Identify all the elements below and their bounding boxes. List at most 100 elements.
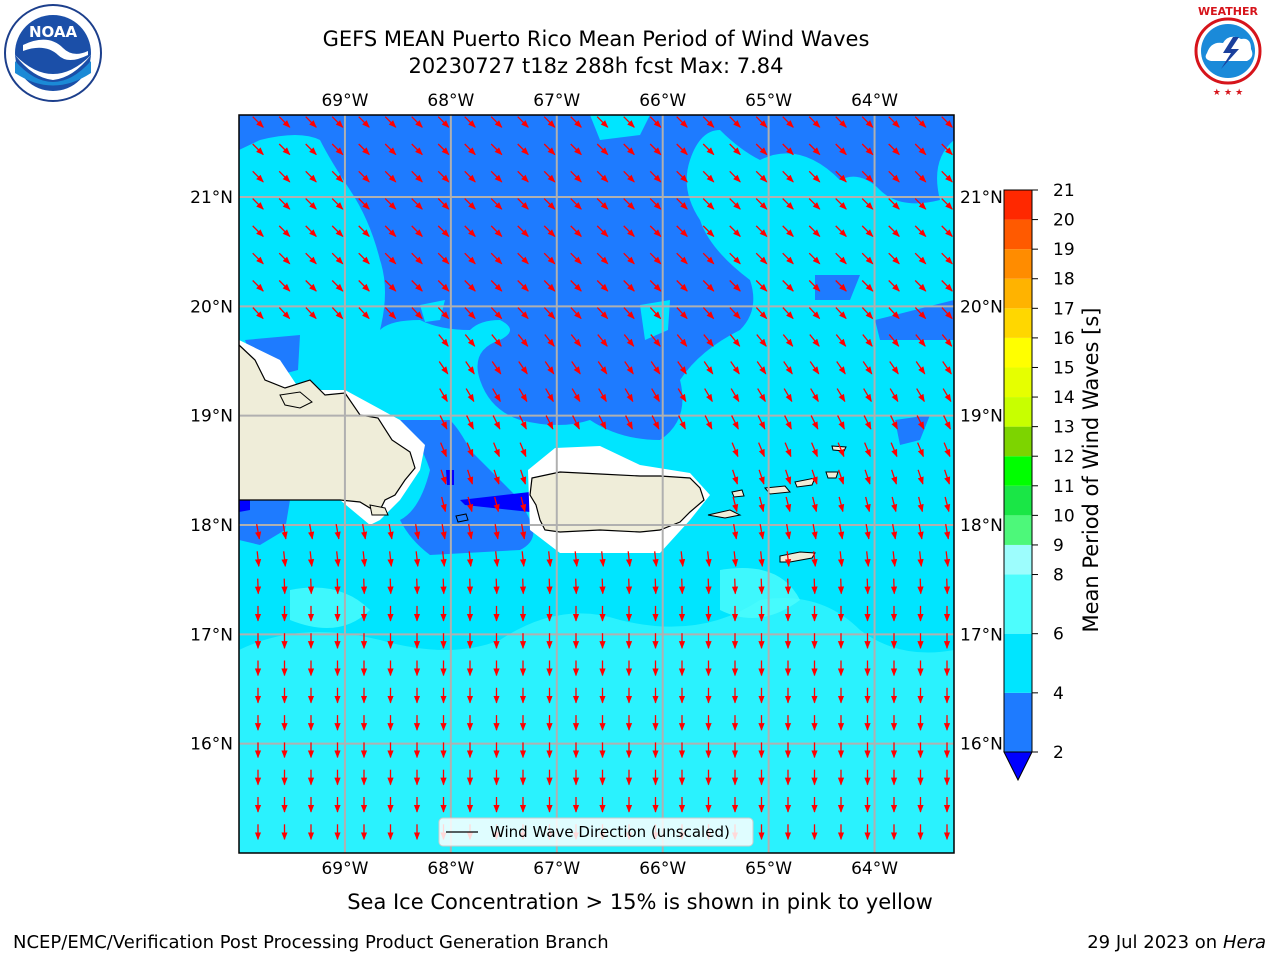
wind-arrow xyxy=(596,116,609,128)
wind-arrow xyxy=(703,361,714,375)
lat-tick-label-right: 19°N xyxy=(960,407,1003,427)
wind-arrow xyxy=(252,307,264,320)
wind-arrow xyxy=(705,551,712,568)
wind-arrow xyxy=(785,496,792,513)
svg-text:NOAA: NOAA xyxy=(29,23,78,41)
wind-arrow xyxy=(809,361,820,375)
wind-arrow xyxy=(782,143,794,156)
colorbar-tick-label: 8 xyxy=(1053,566,1064,586)
hispaniola-land xyxy=(239,344,416,511)
wind-arrow xyxy=(281,524,288,540)
wind-arrow xyxy=(729,170,741,183)
wind-arrow xyxy=(676,307,688,320)
wind-arrow xyxy=(731,442,739,458)
wind-arrow xyxy=(729,280,741,292)
wind-arrow xyxy=(915,334,926,347)
footer-producer: NCEP/EMC/Verification Post Processing Pr… xyxy=(13,932,609,953)
wind-arrow xyxy=(517,280,529,292)
wind-arrow xyxy=(888,116,900,128)
wind-arrow xyxy=(545,415,554,430)
wind-arrow xyxy=(596,143,609,156)
lat-tick-label-left: 16°N xyxy=(190,735,233,755)
lon-tick-label-top: 69°W xyxy=(321,91,368,111)
lat-tick-label-left: 21°N xyxy=(190,188,233,208)
wind-arrow xyxy=(490,252,503,265)
wind-arrow xyxy=(361,524,368,540)
lat-tick-label-right: 16°N xyxy=(960,735,1003,755)
wind-arrow xyxy=(864,469,871,485)
wind-arrow xyxy=(517,198,529,210)
wind-arrow xyxy=(649,252,662,265)
wind-arrow xyxy=(387,524,394,540)
wind-arrow xyxy=(677,361,687,375)
wind-arrow xyxy=(651,415,660,430)
wind-arrow xyxy=(861,143,874,156)
wind-arrow xyxy=(782,307,794,320)
colorbar-block xyxy=(1004,367,1032,398)
wind-arrow xyxy=(888,170,900,183)
wind-arrow xyxy=(570,198,582,210)
wind-arrow xyxy=(676,170,688,183)
field-4-6 xyxy=(239,495,290,545)
wind-arrow xyxy=(808,307,821,320)
wind-arrow xyxy=(649,170,662,183)
colorbar-block xyxy=(1004,190,1032,220)
wind-arrow xyxy=(572,415,580,430)
wind-arrow xyxy=(543,116,556,128)
wind-arrow xyxy=(623,170,635,183)
wind-arrow xyxy=(254,551,262,568)
wind-arrow xyxy=(678,415,686,430)
wind-arrow xyxy=(704,388,713,403)
wind-arrow xyxy=(384,198,397,210)
wind-arrow xyxy=(917,578,924,595)
wind-arrow xyxy=(861,252,874,265)
wind-arrow xyxy=(888,252,900,265)
wind-arrow xyxy=(941,334,953,347)
lat-tick-label-right: 17°N xyxy=(960,625,1003,645)
wind-arrow xyxy=(702,252,715,265)
wind-arrow xyxy=(678,578,686,595)
lat-tick-label-right: 21°N xyxy=(960,188,1003,208)
wind-arrow xyxy=(596,170,609,183)
wind-arrow xyxy=(387,578,394,595)
wind-arrow xyxy=(517,225,529,238)
wind-arrow xyxy=(331,198,344,210)
wind-arrow xyxy=(597,334,608,347)
wind-arrow xyxy=(732,496,739,513)
wind-arrow xyxy=(598,415,607,430)
wind-arrow xyxy=(837,551,845,568)
wind-arrow xyxy=(464,225,476,238)
wind-arrow xyxy=(570,143,582,156)
colorbar-block xyxy=(1004,633,1032,693)
wind-arrow xyxy=(888,143,900,156)
wind-arrow xyxy=(519,578,527,595)
wind-arrow xyxy=(252,280,264,292)
wind-arrow xyxy=(944,524,951,540)
colorbar: 2 4 6 8 9 10 11 12 13 14 15 16 17 18 19 20 21 Mean Perio… xyxy=(1003,181,1103,782)
colorbar-tick-label: 2 xyxy=(1053,743,1064,763)
wind-arrow xyxy=(702,307,715,320)
wind-arrow xyxy=(464,280,476,292)
wind-arrow xyxy=(625,415,633,430)
wind-arrow xyxy=(571,361,581,375)
wind-arrow xyxy=(440,524,447,540)
wind-arrow xyxy=(755,280,768,292)
wind-arrow xyxy=(358,170,370,183)
wind-arrow xyxy=(623,307,635,320)
wind-arrow xyxy=(758,496,765,513)
wind-arrow xyxy=(625,551,633,568)
wind-arrow xyxy=(835,334,847,347)
wind-arrow xyxy=(837,415,845,430)
wind-arrow xyxy=(440,551,447,568)
wind-arrow xyxy=(758,551,765,568)
sea-ice-caption: Sea Ice Concentration > 15% is shown in … xyxy=(347,890,933,914)
wind-arrow xyxy=(730,361,740,375)
virgin-islands-outline xyxy=(831,445,847,452)
wind-arrow xyxy=(517,307,529,320)
wind-arrow xyxy=(861,307,874,320)
wind-arrow xyxy=(493,496,500,513)
wind-arrow xyxy=(890,415,898,430)
wind-arrow xyxy=(305,307,317,320)
field-4-6 xyxy=(815,275,860,300)
